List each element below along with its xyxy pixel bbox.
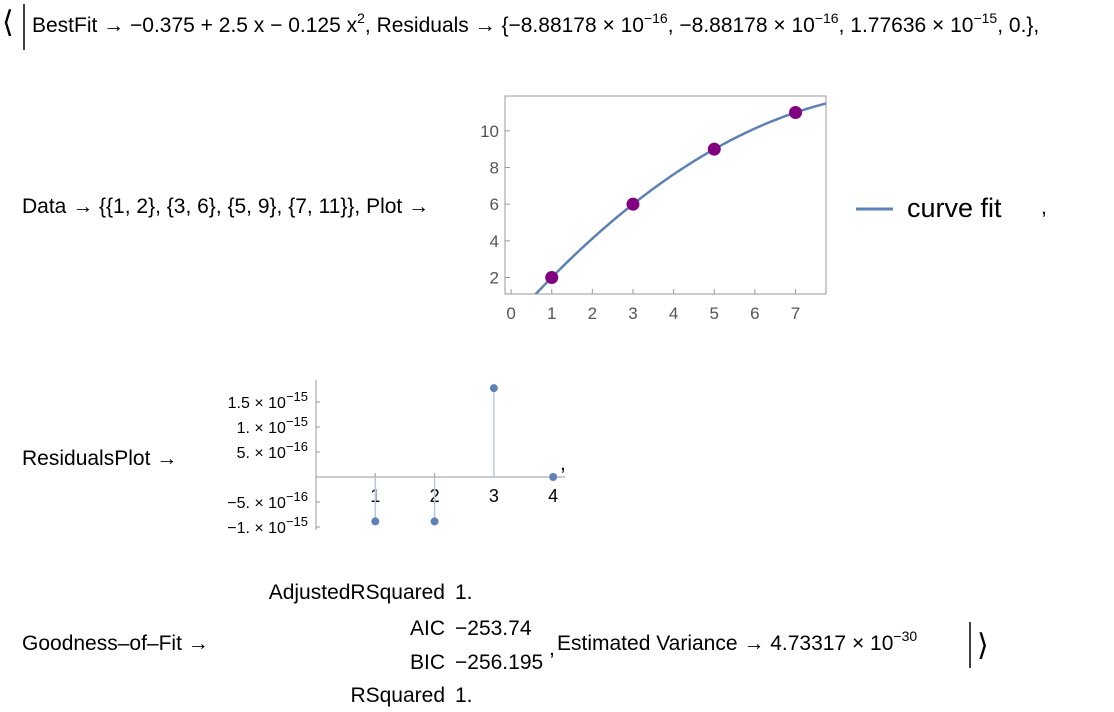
separator: ,	[549, 637, 555, 660]
y-tick-label: 2	[490, 269, 499, 288]
gof-key: BIC	[410, 651, 445, 674]
superscript: −15	[973, 10, 997, 26]
tick-mantissa: 1. × 10	[237, 420, 286, 437]
text-run: BestFit → −0.375 + 2.5 x − 0.125 x	[32, 14, 358, 37]
gof-value: −253.74	[455, 617, 532, 640]
separator: ,	[560, 452, 566, 475]
x-tick-label: 7	[791, 304, 800, 323]
tick-exponent: −16	[286, 439, 308, 454]
superscript: −16	[644, 10, 668, 26]
y-tick-label: 4	[490, 232, 499, 251]
y-tick-label: 8	[490, 159, 499, 178]
gof-key: AIC	[410, 617, 445, 640]
text-run: , 1.77636 × 10	[839, 14, 974, 37]
tick-mantissa: 1.5 × 10	[228, 395, 286, 412]
variance-line: Estimated Variance → 4.73317 × 10−30	[557, 628, 917, 655]
gof-value: 1.	[455, 581, 473, 604]
tick-exponent: −15	[286, 414, 308, 429]
fit-curve	[534, 102, 826, 294]
data-point	[707, 142, 721, 156]
tick-mantissa: 5. × 10	[237, 445, 286, 462]
text-run: , Residuals → {−8.88178 × 10	[365, 14, 644, 37]
y-tick-label: 6	[490, 195, 499, 214]
gof-key: RSquared	[350, 684, 445, 707]
x-tick-label: 0	[506, 304, 515, 323]
residuals-plot-label: ResidualsPlot →	[22, 447, 177, 470]
tick-mantissa: −5. × 10	[227, 495, 286, 512]
x-tick-label: 3	[628, 304, 637, 323]
stem-point	[371, 517, 380, 526]
best-fit-line: BestFit → −0.375 + 2.5 x − 0.125 x2, Res…	[32, 10, 1039, 37]
tick-exponent: −16	[286, 489, 308, 504]
text-run: Estimated Variance → 4.73317 × 10	[557, 632, 893, 655]
stem-point	[489, 384, 498, 393]
tick-mantissa: −1. × 10	[227, 520, 286, 537]
stem-point	[430, 517, 439, 526]
data-point	[545, 271, 559, 284]
x-tick-label: 4	[548, 486, 558, 506]
stem-point	[549, 473, 558, 481]
tick-exponent: −15	[286, 514, 308, 529]
text-run: Data → {{1, 2}, {3, 6}, {5, 9}, {7, 11}}…	[22, 195, 429, 218]
tick-exponent: −15	[286, 389, 308, 404]
superscript: −30	[893, 628, 917, 644]
x-tick-label: 3	[489, 486, 499, 506]
data-point	[789, 106, 803, 119]
x-tick-label: 6	[750, 304, 759, 323]
open-bracket: ⟨	[2, 6, 14, 39]
text-run: ResidualsPlot →	[22, 447, 177, 470]
data-line: Data → {{1, 2}, {3, 6}, {5, 9}, {7, 11}}…	[22, 195, 429, 218]
y-tick-label: 5. × 10−16	[237, 439, 308, 462]
separator: ,	[1041, 196, 1047, 219]
plot-frame	[504, 95, 827, 295]
gof-value: −256.195	[455, 651, 543, 674]
text-run: Goodness–of–Fit →	[22, 632, 209, 655]
y-tick-label: −5. × 10−16	[227, 489, 308, 512]
data-point	[626, 197, 640, 211]
goodness-label: Goodness–of–Fit →	[22, 632, 209, 655]
x-tick-label: 2	[588, 304, 597, 323]
y-tick-label: 1.5 × 10−15	[228, 389, 308, 412]
text-run: , 0.},	[997, 14, 1039, 37]
y-tick-label: 10	[480, 122, 499, 141]
gof-key: AdjustedRSquared	[269, 581, 445, 604]
superscript: 2	[357, 10, 365, 26]
legend-label: curve fit	[907, 193, 1002, 223]
text-run: , −8.88178 × 10	[668, 14, 815, 37]
x-tick-label: 1	[547, 304, 556, 323]
y-tick-label: 1. × 10−15	[237, 414, 308, 437]
close-bracket: ⟩	[977, 629, 989, 662]
y-tick-label: −1. × 10−15	[227, 514, 308, 537]
x-tick-label: 5	[710, 304, 719, 323]
gof-value: 1.	[455, 684, 473, 707]
x-tick-label: 4	[669, 304, 678, 323]
superscript: −16	[815, 10, 839, 26]
